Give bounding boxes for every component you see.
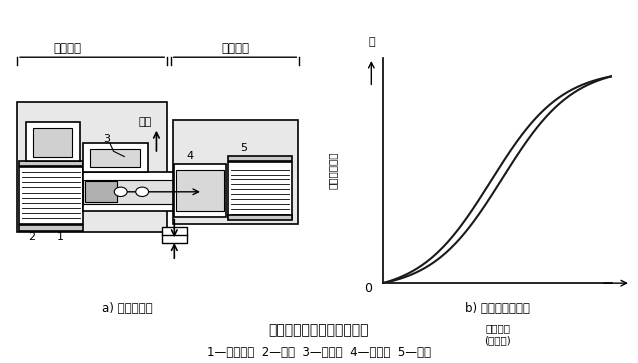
Bar [33,128,73,156]
Text: 5: 5 [241,143,248,153]
Text: 4: 4 [187,151,194,161]
Text: 0: 0 [364,282,373,295]
Bar [228,156,292,161]
Bar [176,170,225,211]
Bar [162,227,187,243]
Circle shape [136,187,149,196]
Text: b) 空占比调节曲线: b) 空占比调节曲线 [465,302,530,315]
Bar [83,172,244,211]
Bar [19,167,83,224]
Bar [91,149,140,167]
Bar [83,143,147,172]
Bar [17,102,167,232]
Bar [172,120,297,224]
Text: 电磁部分: 电磁部分 [53,42,81,55]
Bar [26,122,80,161]
Text: 占空比式电磁阀结构与原理: 占空比式电磁阀结构与原理 [269,323,369,337]
Text: 3: 3 [103,134,110,144]
Bar [19,161,83,167]
Text: 1—电磁线圈  2—滑阀  3—滑阀轴  4—控制阀  5—弹簧: 1—电磁线圈 2—滑阀 3—滑阀轴 4—控制阀 5—弹簧 [207,346,431,359]
Bar [19,225,83,231]
Text: 调压部分: 调压部分 [221,42,249,55]
Bar [174,164,226,217]
Text: 高: 高 [368,37,375,46]
Text: a) 结构示意图: a) 结构示意图 [102,302,153,315]
Text: 2: 2 [28,232,35,242]
Circle shape [114,187,127,196]
Text: 排出: 排出 [138,117,152,127]
Bar [228,215,292,220]
Text: 1: 1 [56,232,63,242]
Bar [83,180,244,204]
Text: 通电电流
(空占比): 通电电流 (空占比) [484,324,511,345]
Text: 线性电磁压力: 线性电磁压力 [327,152,338,189]
Bar [228,162,292,219]
Bar [85,182,117,202]
